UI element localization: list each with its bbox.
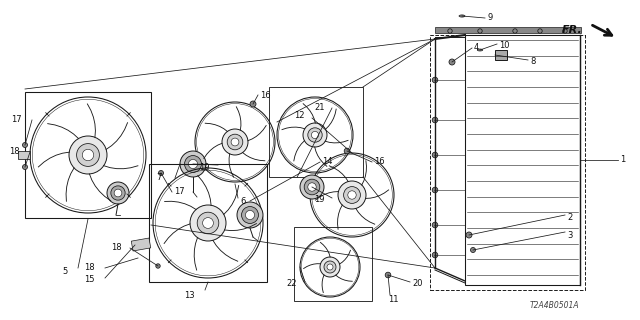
- Bar: [269, 87, 363, 177]
- Bar: [465, 35, 580, 285]
- Circle shape: [448, 29, 452, 33]
- Circle shape: [303, 123, 327, 147]
- Circle shape: [159, 171, 163, 175]
- Circle shape: [478, 29, 482, 33]
- Circle shape: [312, 132, 319, 139]
- Circle shape: [111, 186, 125, 200]
- Text: 2: 2: [567, 213, 572, 222]
- Text: 20: 20: [412, 279, 422, 289]
- Circle shape: [449, 59, 455, 65]
- Circle shape: [69, 136, 107, 174]
- Circle shape: [114, 189, 122, 197]
- Circle shape: [246, 211, 255, 220]
- Text: 19: 19: [314, 196, 325, 204]
- Text: 18: 18: [10, 148, 20, 156]
- FancyArrowPatch shape: [593, 25, 612, 35]
- Text: 8: 8: [530, 58, 536, 67]
- Circle shape: [538, 29, 542, 33]
- Circle shape: [320, 257, 340, 277]
- Circle shape: [338, 181, 366, 209]
- Ellipse shape: [459, 15, 465, 17]
- Circle shape: [327, 264, 333, 270]
- Circle shape: [470, 247, 476, 252]
- Circle shape: [324, 261, 336, 273]
- Circle shape: [344, 187, 360, 204]
- Text: 17: 17: [174, 188, 184, 196]
- Circle shape: [83, 149, 93, 161]
- Circle shape: [308, 128, 322, 142]
- Circle shape: [188, 159, 198, 169]
- Circle shape: [432, 152, 438, 158]
- Text: T2A4B0501A: T2A4B0501A: [530, 301, 580, 310]
- Bar: [435, 27, 581, 33]
- Circle shape: [563, 29, 567, 33]
- Text: 7: 7: [157, 173, 162, 182]
- Text: 18: 18: [111, 244, 122, 252]
- Text: 22: 22: [287, 279, 297, 289]
- Text: 13: 13: [184, 291, 195, 300]
- Text: 11: 11: [388, 295, 399, 305]
- Circle shape: [432, 117, 438, 123]
- Circle shape: [22, 142, 28, 148]
- Text: 4: 4: [474, 44, 479, 52]
- Circle shape: [385, 272, 391, 278]
- Circle shape: [156, 264, 160, 268]
- Circle shape: [203, 218, 213, 228]
- Text: 12: 12: [294, 111, 305, 121]
- Circle shape: [432, 77, 438, 83]
- Circle shape: [466, 232, 472, 238]
- Circle shape: [107, 182, 129, 204]
- Circle shape: [180, 151, 206, 177]
- Circle shape: [432, 252, 438, 258]
- Text: 5: 5: [63, 268, 68, 276]
- Text: 10: 10: [499, 41, 509, 50]
- Bar: [131, 238, 151, 251]
- Circle shape: [348, 191, 356, 199]
- Circle shape: [237, 202, 263, 228]
- Circle shape: [22, 164, 28, 170]
- Text: 9: 9: [487, 13, 492, 22]
- Bar: [495, 50, 507, 60]
- Circle shape: [432, 222, 438, 228]
- Circle shape: [344, 148, 350, 154]
- Text: 3: 3: [567, 230, 572, 239]
- Text: 1: 1: [620, 156, 625, 164]
- Circle shape: [231, 138, 239, 146]
- Circle shape: [77, 144, 99, 166]
- Bar: [430, 35, 585, 290]
- Circle shape: [190, 205, 226, 241]
- Ellipse shape: [477, 49, 483, 51]
- Circle shape: [241, 206, 259, 223]
- Circle shape: [300, 175, 324, 199]
- Bar: [25, 92, 151, 218]
- Text: 18: 18: [84, 263, 95, 273]
- Circle shape: [197, 212, 219, 234]
- Text: 6: 6: [240, 197, 245, 206]
- Text: 14: 14: [322, 157, 333, 166]
- Text: 15: 15: [84, 276, 95, 284]
- Circle shape: [432, 187, 438, 193]
- Circle shape: [304, 179, 320, 195]
- Bar: [18, 151, 30, 159]
- Bar: [149, 164, 267, 282]
- Text: 21: 21: [314, 103, 325, 113]
- Text: 19: 19: [200, 163, 210, 172]
- Text: 16: 16: [260, 91, 271, 100]
- Text: 17: 17: [12, 116, 22, 124]
- Circle shape: [513, 29, 517, 33]
- Circle shape: [184, 156, 202, 172]
- Text: 16: 16: [374, 157, 385, 166]
- Circle shape: [227, 134, 243, 150]
- Circle shape: [222, 129, 248, 155]
- Circle shape: [308, 183, 316, 191]
- Text: FR.: FR.: [562, 25, 583, 35]
- Bar: [294, 227, 372, 301]
- Circle shape: [250, 101, 256, 107]
